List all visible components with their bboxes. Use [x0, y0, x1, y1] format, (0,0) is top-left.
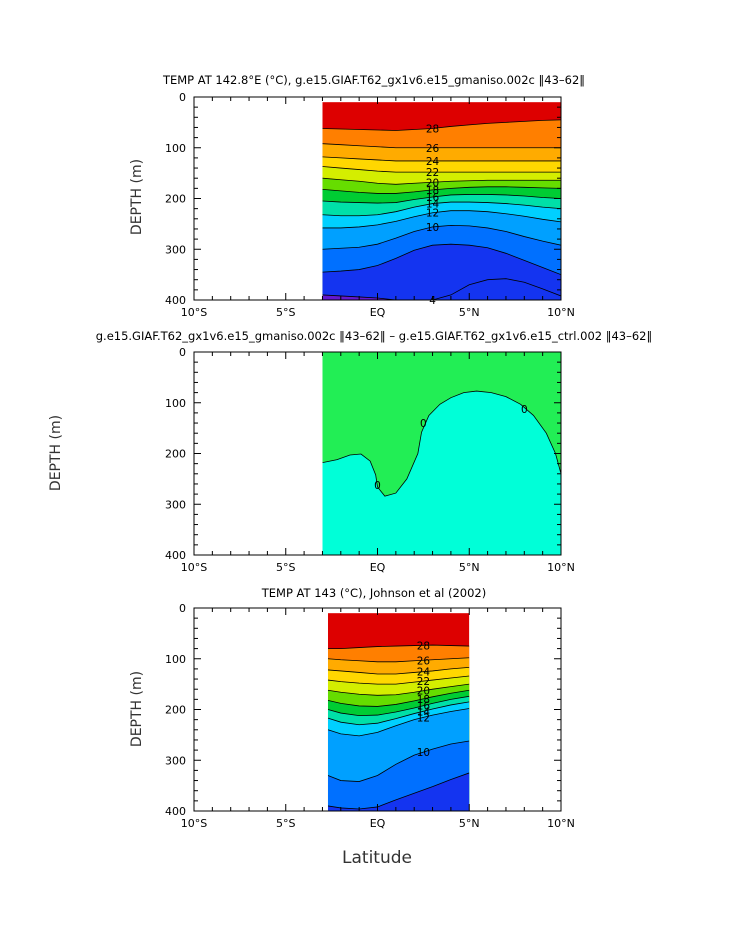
- isotherm-22: [327, 675, 470, 685]
- x-tick-label: 5°S: [276, 306, 295, 319]
- isotherm-16: [322, 194, 562, 204]
- y-tick-label: 400: [165, 805, 186, 818]
- isotherm-16: [327, 695, 470, 716]
- contour-label-12: 12: [426, 208, 439, 220]
- contour-label-22: 22: [417, 676, 430, 688]
- x-tick-label: 10°N: [547, 561, 575, 574]
- x-tick-label: 10°S: [181, 817, 207, 830]
- contour-label-10: 10: [417, 747, 430, 759]
- x-tick-label: EQ: [370, 306, 386, 319]
- y-tick-label: 400: [165, 294, 186, 307]
- isotherm-24: [322, 156, 561, 162]
- isotherm-18: [327, 689, 470, 707]
- isotherm-20: [322, 177, 561, 185]
- isotherm-10: [322, 224, 562, 250]
- contour-label-0: 0: [521, 404, 528, 416]
- isotherm-12: [327, 708, 470, 737]
- isotherm-28: [327, 644, 470, 649]
- contour-label-28: 28: [426, 123, 439, 135]
- y-tick-label: 300: [165, 498, 186, 511]
- contour-label-16: 16: [417, 701, 431, 713]
- contour-label-14: 14: [417, 706, 431, 718]
- isotherm-28: [322, 119, 562, 131]
- isotherm-10: [327, 740, 470, 782]
- contour-label-26: 26: [417, 655, 431, 667]
- contour-label-24: 24: [426, 156, 440, 168]
- contour-label-26: 26: [426, 143, 440, 155]
- y-tick-label: 0: [179, 602, 186, 615]
- isotherm-12: [322, 210, 562, 229]
- contour-label-16: 16: [426, 192, 440, 204]
- y-tick-label: 100: [165, 653, 186, 666]
- contour-label-0-c: 0: [374, 480, 381, 492]
- x-tick-label: EQ: [370, 561, 386, 574]
- x-tick-label: 10°S: [181, 306, 207, 319]
- panel-3-ylabel: DEPTH (m): [129, 671, 145, 747]
- contour-label-0-b: 0: [420, 418, 427, 430]
- isotherm-6: [322, 294, 561, 300]
- isotherm-24: [327, 666, 470, 675]
- x-axis-label: Latitude: [342, 848, 412, 868]
- x-tick-label: 10°S: [181, 561, 207, 574]
- contour-label-28: 28: [417, 640, 430, 652]
- contour-label-10: 10: [426, 222, 439, 234]
- isotherm-26: [322, 143, 561, 149]
- isotherm-8: [322, 243, 562, 275]
- contour-label-18: 18: [426, 185, 439, 197]
- contour-label-22: 22: [426, 167, 439, 179]
- panel-2-title: g.e15.GIAF.T62_gx1v6.e15_gmaniso.002c ‖4…: [96, 329, 653, 343]
- y-tick-label: 400: [165, 549, 186, 562]
- y-tick-label: 300: [165, 243, 186, 256]
- panel-2-field: [322, 352, 562, 555]
- y-tick-label: 200: [165, 193, 186, 206]
- panel-3-title: TEMP AT 143 (°C), Johnson et al (2002): [261, 586, 486, 600]
- band-6: [327, 772, 470, 812]
- panel-1-field: [322, 102, 562, 300]
- y-tick-label: 200: [165, 448, 186, 461]
- contour-label-14: 14: [426, 199, 440, 211]
- x-tick-label: 10°N: [547, 306, 575, 319]
- x-tick-label: EQ: [370, 817, 386, 830]
- band-6: [322, 244, 561, 300]
- isotherm-26: [327, 657, 470, 663]
- x-tick-label: 10°N: [547, 817, 575, 830]
- x-tick-label: 5°N: [459, 561, 480, 574]
- negative-region: [322, 391, 561, 555]
- zero-contour: [322, 390, 562, 497]
- x-tick-label: 5°N: [459, 306, 480, 319]
- panel-1-title: TEMP AT 142.8°E (°C), g.e15.GIAF.T62_gx1…: [162, 73, 585, 87]
- panel-1-ylabel: DEPTH (m): [129, 159, 145, 235]
- x-tick-label: 5°S: [276, 817, 295, 830]
- isotherm-18: [322, 186, 562, 194]
- contour-label-24: 24: [417, 667, 431, 679]
- isotherm-20: [327, 683, 470, 696]
- y-tick-label: 100: [165, 142, 186, 155]
- y-tick-label: 0: [179, 346, 186, 359]
- isotherm-14: [322, 201, 562, 217]
- y-tick-label: 300: [165, 754, 186, 767]
- isotherm-14: [327, 701, 470, 726]
- contour-label-4: 4: [429, 295, 436, 307]
- isotherm-22: [322, 166, 561, 173]
- contour-label-20: 20: [426, 177, 439, 189]
- isotherm-4: [322, 278, 562, 300]
- contour-label-12: 12: [417, 712, 430, 724]
- contour-label-20: 20: [417, 686, 430, 698]
- x-tick-label: 5°N: [459, 817, 480, 830]
- isotherm-8: [327, 772, 470, 810]
- contour-label-18: 18: [417, 694, 430, 706]
- panel-2-ylabel: DEPTH (m): [48, 415, 64, 491]
- x-tick-label: 5°S: [276, 561, 295, 574]
- y-tick-label: 0: [179, 91, 186, 104]
- panel-2-plot: 0 0 0 10°S 5°S EQ 5°N 10°N 0 100 200 300 400: [165, 346, 575, 574]
- y-tick-label: 200: [165, 704, 186, 717]
- y-tick-label: 100: [165, 397, 186, 410]
- panel-3-field: [327, 613, 470, 812]
